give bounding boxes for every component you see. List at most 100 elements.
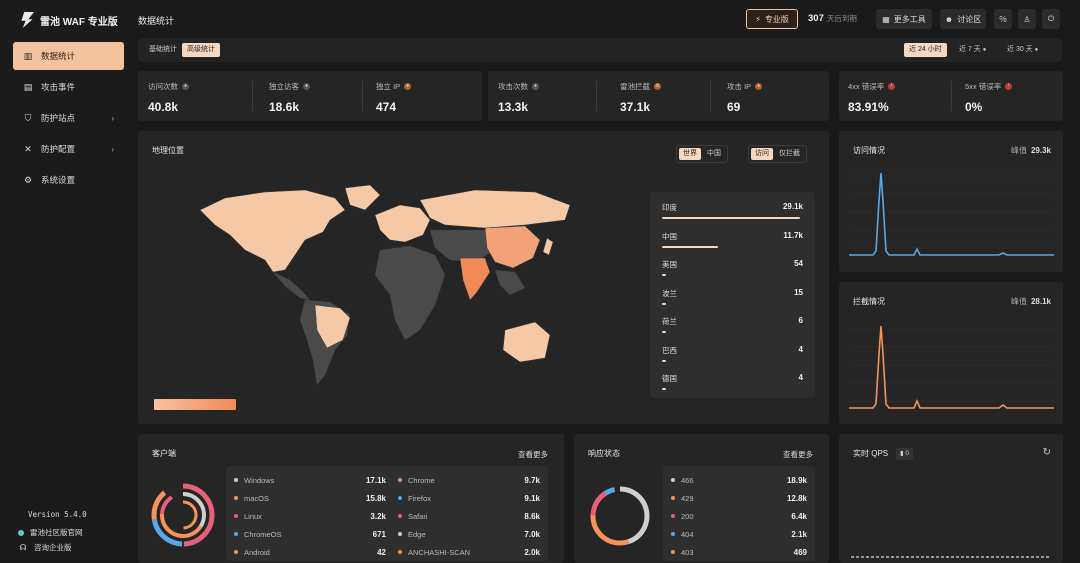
visits-series-line — [849, 172, 1054, 256]
response-view-more-link[interactable]: 查看更多 — [783, 450, 813, 459]
item-name: 200 — [681, 511, 694, 521]
list-item[interactable]: ChromeOS 671 — [234, 527, 386, 541]
more-tools-button[interactable]: ▦ 更多工具 — [876, 9, 932, 29]
pro-edition-badge[interactable]: ⚡ 专业版 — [746, 9, 798, 29]
item-name: 429 — [681, 493, 694, 503]
item-value: 3.2k — [370, 511, 386, 521]
realtime-qps-card: 实时 QPS ↻ — [839, 434, 1063, 563]
language-button[interactable]: ％ — [994, 9, 1012, 29]
alert-icon: ! — [888, 83, 896, 90]
list-item[interactable]: 200 6.4k — [671, 509, 807, 523]
list-item[interactable]: Safari 8.6k — [398, 509, 540, 523]
community-icon: ☻ — [944, 14, 954, 24]
list-item[interactable]: ANCHASHI-SCAN 2.0k — [398, 545, 540, 559]
logo[interactable]: 雷池 WAF 专业版 — [20, 10, 118, 30]
list-item[interactable]: 429 12.8k — [671, 491, 807, 505]
license-days-text: 天后到期 — [826, 14, 857, 23]
theme-button[interactable]: ♙ — [1018, 9, 1036, 29]
list-item[interactable]: 德国 4 — [662, 371, 803, 400]
world-map[interactable] — [195, 180, 580, 395]
item-value: 9.1k — [524, 493, 540, 503]
stat-value: 13.3k — [498, 100, 529, 114]
peak-label: 峰值 — [1010, 297, 1027, 306]
sidebar-item-protected-sites[interactable]: ⛉ 防护站点 › — [13, 104, 124, 132]
map-region-china — [484, 225, 541, 269]
sidebar-item-label: 防护站点 — [41, 113, 76, 123]
stat-label: 雷池拦截 — [620, 82, 650, 91]
visits-peak: 峰值 29.3k — [1011, 145, 1051, 156]
country-bar — [662, 388, 666, 390]
sidebar-item-label: 防护配置 — [41, 144, 76, 154]
response-status-card: 响应状态 查看更多 466 18.9k 429 12.8k 200 6.4k 404 2… — [574, 434, 829, 563]
item-name: 403 — [681, 547, 694, 557]
enterprise-consult-link[interactable]: ☊ 咨询企业版 — [18, 540, 83, 555]
sidebar-item-system-settings[interactable]: ⚙ 系统设置 — [13, 166, 124, 194]
list-item[interactable]: 荷兰 6 — [662, 314, 803, 343]
sidebar-item-protection-config[interactable]: ✕ 防护配置 › — [13, 135, 124, 163]
item-name: Safari — [408, 511, 428, 521]
forum-button[interactable]: ☻ 讨论区 — [940, 9, 986, 29]
country-bar — [662, 274, 666, 276]
safeline-logo-icon: ⚡ — [755, 14, 761, 24]
sidebar-item-dashboard[interactable]: ▥ 数据统计 — [13, 42, 124, 70]
list-item[interactable]: macOS 15.8k — [234, 491, 386, 505]
bar-chart-icon: ▥ — [23, 51, 33, 61]
mode-visits-option[interactable]: 访问 — [751, 148, 773, 160]
legend-dot — [671, 496, 675, 500]
legend-dot — [671, 478, 675, 482]
response-donut-chart[interactable] — [588, 484, 652, 548]
range-30d[interactable]: 近 30 天 ● — [1002, 43, 1043, 57]
map-region-india — [459, 257, 491, 301]
shirt-icon: ♙ — [1023, 14, 1031, 24]
list-item[interactable]: 404 2.1k — [671, 527, 807, 541]
list-item[interactable]: 美国 54 — [662, 257, 803, 286]
community-site-link[interactable]: 雷池社区版官网 — [18, 525, 83, 540]
country-bar — [662, 331, 666, 333]
country-name: 德国 — [662, 374, 677, 383]
refresh-icon[interactable]: ↻ — [1042, 447, 1051, 458]
visits-line-chart[interactable] — [849, 161, 1054, 261]
list-item[interactable]: Edge 7.0k — [398, 527, 540, 541]
mode-blocked-only-option[interactable]: 仅拦截 — [779, 150, 800, 157]
peak-label: 峰值 — [1010, 146, 1027, 155]
response-list: 466 18.9k 429 12.8k 200 6.4k 404 2.1k 403 469 — [663, 466, 815, 561]
country-name: 中国 — [662, 231, 677, 241]
blocks-series-line — [849, 325, 1054, 409]
list-item[interactable]: Chrome 9.7k — [398, 473, 540, 487]
tab-advanced-stats[interactable]: 高级统计 — [182, 43, 220, 57]
list-item[interactable]: Firefox 9.1k — [398, 491, 540, 505]
list-item[interactable]: Android 42 — [234, 545, 386, 559]
sidebar-item-attack-events[interactable]: ▤ 攻击事件 — [13, 73, 124, 101]
clients-donut-chart[interactable] — [150, 482, 216, 548]
scope-china-option[interactable]: 中国 — [707, 150, 721, 157]
range-24h[interactable]: 近 24 小时 — [904, 43, 947, 57]
logout-button[interactable]: ⏻ — [1042, 9, 1060, 29]
scope-world-option[interactable]: 世界 — [679, 148, 701, 160]
item-name: Firefox — [408, 493, 431, 503]
list-item[interactable]: 印度 29.1k — [662, 200, 803, 229]
chevron-right-icon: › — [111, 144, 114, 154]
peak-value: 28.1k — [1030, 297, 1051, 306]
bug-icon: ● — [532, 83, 539, 90]
list-item[interactable]: 波兰 15 — [662, 286, 803, 315]
block-icon: ⊘ — [654, 83, 661, 90]
divider — [951, 81, 952, 111]
response-title: 响应状态 — [588, 449, 620, 458]
country-name: 印度 — [662, 203, 677, 212]
country-value: 29.1k — [782, 202, 803, 211]
range-7d[interactable]: 近 7 天 ● — [954, 43, 991, 57]
blocks-line-chart[interactable] — [849, 314, 1054, 414]
list-item[interactable]: 中国 11.7k — [662, 229, 803, 258]
list-item[interactable]: 巴西 4 — [662, 343, 803, 372]
list-item[interactable]: Windows 17.1k — [234, 473, 386, 487]
stat-attacks: 攻击次数 ● 13.3k — [498, 81, 539, 114]
power-icon: ⏻ — [1047, 14, 1055, 23]
tab-basic-stats[interactable]: 基础统计 — [149, 46, 177, 53]
list-item[interactable]: Linux 3.2k — [234, 509, 386, 523]
sidebar-item-label: 数据统计 — [41, 51, 76, 61]
country-value: 54 — [794, 259, 803, 268]
list-item[interactable]: 466 18.9k — [671, 473, 807, 487]
clients-view-more-link[interactable]: 查看更多 — [518, 450, 548, 459]
list-item[interactable]: 403 469 — [671, 545, 807, 559]
item-name: Chrome — [408, 475, 435, 485]
